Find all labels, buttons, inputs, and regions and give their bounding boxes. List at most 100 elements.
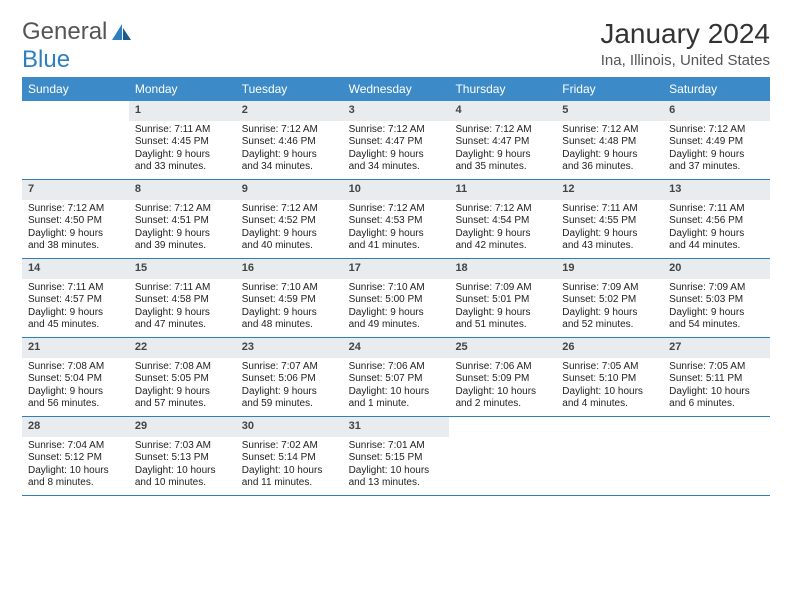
sunrise-text: Sunrise: 7:11 AM <box>135 282 230 295</box>
day-number: 14 <box>22 259 129 279</box>
day-info: Sunrise: 7:11 AMSunset: 4:58 PMDaylight:… <box>129 279 236 337</box>
sunset-text: Sunset: 5:01 PM <box>455 294 550 307</box>
sunrise-text: Sunrise: 7:04 AM <box>28 440 123 453</box>
day-cell: 21Sunrise: 7:08 AMSunset: 5:04 PMDayligh… <box>22 338 129 416</box>
daylight2-text: and 43 minutes. <box>562 240 657 253</box>
dayhead-mon: Monday <box>129 77 236 101</box>
dayhead-tue: Tuesday <box>236 77 343 101</box>
sunrise-text: Sunrise: 7:12 AM <box>669 124 764 137</box>
day-info: Sunrise: 7:09 AMSunset: 5:03 PMDaylight:… <box>663 279 770 337</box>
daylight1-text: Daylight: 9 hours <box>349 149 444 162</box>
daylight1-text: Daylight: 9 hours <box>669 149 764 162</box>
dayhead-fri: Friday <box>556 77 663 101</box>
sunset-text: Sunset: 4:58 PM <box>135 294 230 307</box>
daylight2-text: and 33 minutes. <box>135 161 230 174</box>
day-number: 7 <box>22 180 129 200</box>
sunrise-text: Sunrise: 7:10 AM <box>349 282 444 295</box>
sunrise-text: Sunrise: 7:08 AM <box>28 361 123 374</box>
daylight2-text: and 47 minutes. <box>135 319 230 332</box>
daylight1-text: Daylight: 9 hours <box>28 307 123 320</box>
sunset-text: Sunset: 4:47 PM <box>349 136 444 149</box>
day-cell: 8Sunrise: 7:12 AMSunset: 4:51 PMDaylight… <box>129 180 236 258</box>
day-header-row: Sunday Monday Tuesday Wednesday Thursday… <box>22 77 770 101</box>
day-number: 28 <box>22 417 129 437</box>
day-number: 29 <box>129 417 236 437</box>
daylight2-text: and 35 minutes. <box>455 161 550 174</box>
daylight1-text: Daylight: 9 hours <box>562 228 657 241</box>
daylight2-text: and 38 minutes. <box>28 240 123 253</box>
daylight2-text: and 36 minutes. <box>562 161 657 174</box>
month-title: January 2024 <box>600 18 770 50</box>
sunset-text: Sunset: 5:10 PM <box>562 373 657 386</box>
daylight2-text: and 52 minutes. <box>562 319 657 332</box>
sunrise-text: Sunrise: 7:10 AM <box>242 282 337 295</box>
day-number: 21 <box>22 338 129 358</box>
day-info: Sunrise: 7:12 AMSunset: 4:48 PMDaylight:… <box>556 121 663 179</box>
day-number: 22 <box>129 338 236 358</box>
day-info: Sunrise: 7:12 AMSunset: 4:50 PMDaylight:… <box>22 200 129 258</box>
daylight2-text: and 13 minutes. <box>349 477 444 490</box>
daylight2-text: and 39 minutes. <box>135 240 230 253</box>
daylight1-text: Daylight: 10 hours <box>455 386 550 399</box>
day-number: 31 <box>343 417 450 437</box>
day-number: 10 <box>343 180 450 200</box>
day-info: Sunrise: 7:11 AMSunset: 4:57 PMDaylight:… <box>22 279 129 337</box>
day-cell: 25Sunrise: 7:06 AMSunset: 5:09 PMDayligh… <box>449 338 556 416</box>
sunset-text: Sunset: 4:51 PM <box>135 215 230 228</box>
day-cell: 17Sunrise: 7:10 AMSunset: 5:00 PMDayligh… <box>343 259 450 337</box>
sunrise-text: Sunrise: 7:12 AM <box>28 203 123 216</box>
sunset-text: Sunset: 5:00 PM <box>349 294 444 307</box>
day-info: Sunrise: 7:12 AMSunset: 4:47 PMDaylight:… <box>343 121 450 179</box>
day-number: 18 <box>449 259 556 279</box>
sunrise-text: Sunrise: 7:01 AM <box>349 440 444 453</box>
day-cell: 4Sunrise: 7:12 AMSunset: 4:47 PMDaylight… <box>449 101 556 179</box>
day-number: 23 <box>236 338 343 358</box>
day-info: Sunrise: 7:12 AMSunset: 4:54 PMDaylight:… <box>449 200 556 258</box>
daylight1-text: Daylight: 9 hours <box>135 307 230 320</box>
day-number: 27 <box>663 338 770 358</box>
day-cell: 20Sunrise: 7:09 AMSunset: 5:03 PMDayligh… <box>663 259 770 337</box>
sunset-text: Sunset: 5:05 PM <box>135 373 230 386</box>
day-info: Sunrise: 7:03 AMSunset: 5:13 PMDaylight:… <box>129 437 236 495</box>
daylight1-text: Daylight: 10 hours <box>28 465 123 478</box>
day-number: 19 <box>556 259 663 279</box>
sunrise-text: Sunrise: 7:09 AM <box>562 282 657 295</box>
sunrise-text: Sunrise: 7:12 AM <box>135 203 230 216</box>
day-info: Sunrise: 7:12 AMSunset: 4:46 PMDaylight:… <box>236 121 343 179</box>
day-number: 30 <box>236 417 343 437</box>
day-info: Sunrise: 7:08 AMSunset: 5:04 PMDaylight:… <box>22 358 129 416</box>
day-info: Sunrise: 7:12 AMSunset: 4:49 PMDaylight:… <box>663 121 770 179</box>
day-number: 9 <box>236 180 343 200</box>
daylight2-text: and 56 minutes. <box>28 398 123 411</box>
daylight2-text: and 54 minutes. <box>669 319 764 332</box>
day-number: 25 <box>449 338 556 358</box>
sunset-text: Sunset: 5:12 PM <box>28 452 123 465</box>
sunrise-text: Sunrise: 7:07 AM <box>242 361 337 374</box>
daylight1-text: Daylight: 10 hours <box>562 386 657 399</box>
sunrise-text: Sunrise: 7:12 AM <box>349 203 444 216</box>
daylight1-text: Daylight: 9 hours <box>135 149 230 162</box>
sunset-text: Sunset: 5:04 PM <box>28 373 123 386</box>
daylight2-text: and 37 minutes. <box>669 161 764 174</box>
day-info: Sunrise: 7:02 AMSunset: 5:14 PMDaylight:… <box>236 437 343 495</box>
daylight2-text: and 34 minutes. <box>242 161 337 174</box>
day-cell: 26Sunrise: 7:05 AMSunset: 5:10 PMDayligh… <box>556 338 663 416</box>
day-cell: 13Sunrise: 7:11 AMSunset: 4:56 PMDayligh… <box>663 180 770 258</box>
sunrise-text: Sunrise: 7:11 AM <box>669 203 764 216</box>
day-cell: 6Sunrise: 7:12 AMSunset: 4:49 PMDaylight… <box>663 101 770 179</box>
week-row: 14Sunrise: 7:11 AMSunset: 4:57 PMDayligh… <box>22 259 770 338</box>
day-info: Sunrise: 7:08 AMSunset: 5:05 PMDaylight:… <box>129 358 236 416</box>
sunrise-text: Sunrise: 7:05 AM <box>562 361 657 374</box>
daylight1-text: Daylight: 10 hours <box>349 386 444 399</box>
day-cell <box>449 417 556 495</box>
daylight1-text: Daylight: 9 hours <box>242 386 337 399</box>
sunset-text: Sunset: 5:15 PM <box>349 452 444 465</box>
daylight1-text: Daylight: 10 hours <box>242 465 337 478</box>
logo-text-2: Blue <box>22 46 70 74</box>
sunset-text: Sunset: 5:13 PM <box>135 452 230 465</box>
daylight2-text: and 44 minutes. <box>669 240 764 253</box>
day-cell: 27Sunrise: 7:05 AMSunset: 5:11 PMDayligh… <box>663 338 770 416</box>
daylight1-text: Daylight: 9 hours <box>562 307 657 320</box>
daylight1-text: Daylight: 9 hours <box>669 228 764 241</box>
day-info: Sunrise: 7:11 AMSunset: 4:56 PMDaylight:… <box>663 200 770 258</box>
